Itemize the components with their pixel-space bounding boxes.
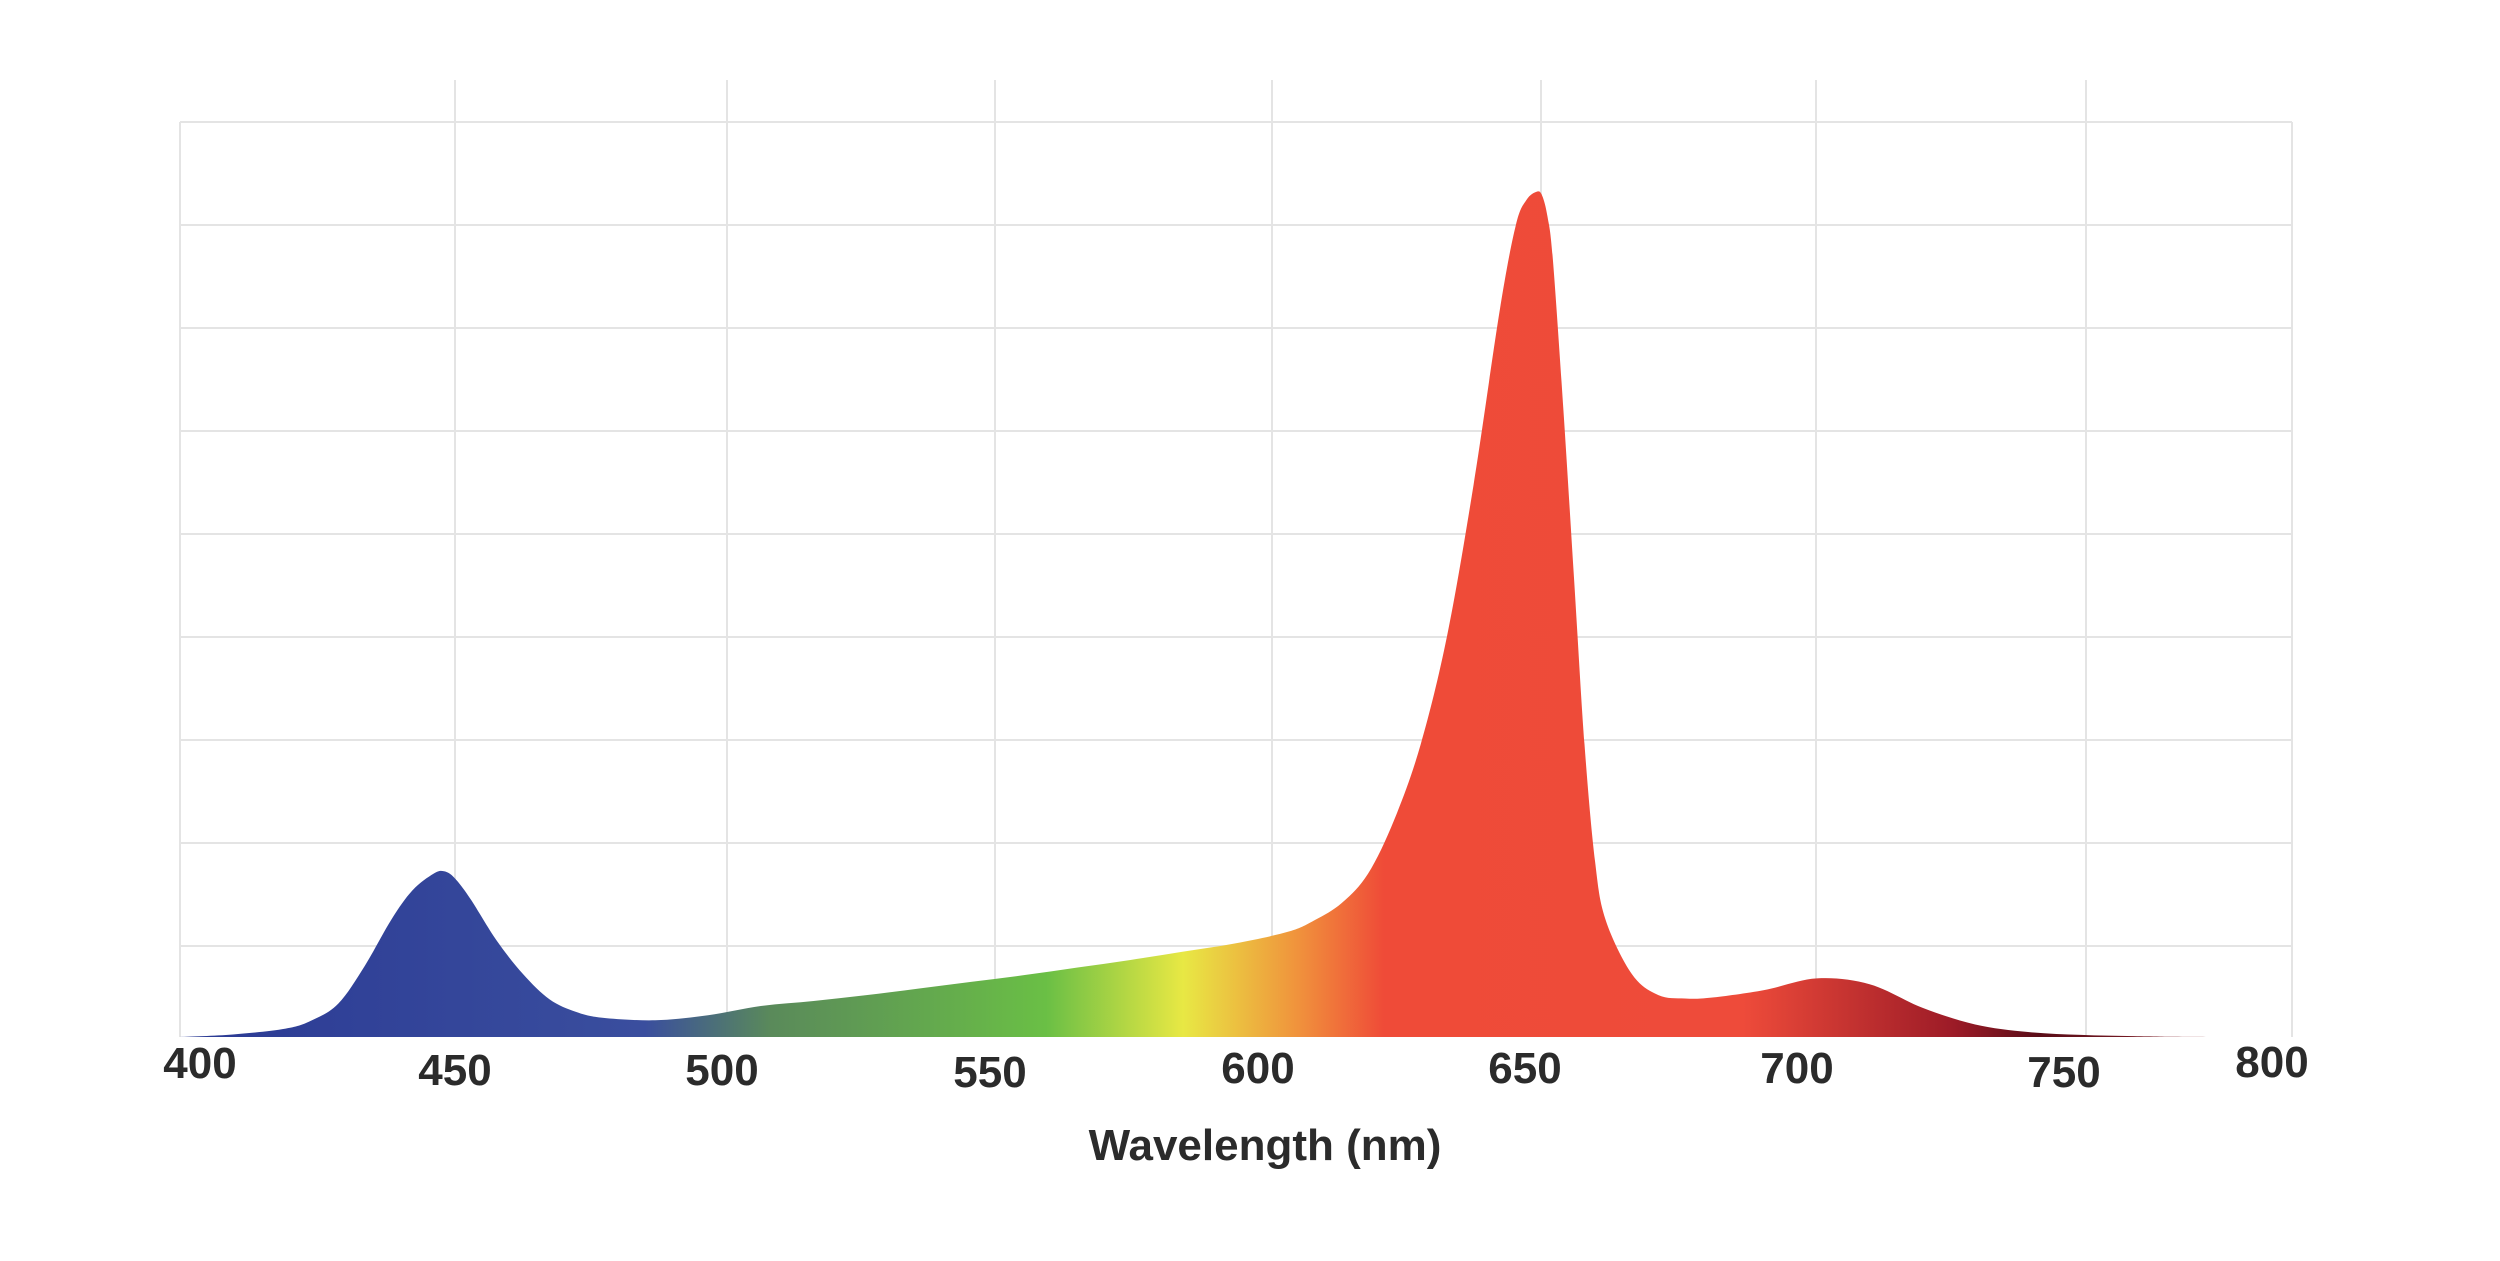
x-tick-label: 400 xyxy=(163,1039,236,1088)
x-tick-label: 700 xyxy=(1760,1044,1833,1093)
x-tick-label: 600 xyxy=(1221,1044,1294,1093)
spectrum-area xyxy=(180,191,2292,1038)
grid xyxy=(179,80,2293,1037)
x-tick-label: 550 xyxy=(953,1048,1026,1097)
x-axis-ticks: 400 450 500 550 600 650 700 750 800 xyxy=(163,1038,2308,1097)
x-axis-label: Wavelength (nm) xyxy=(1089,1121,1442,1170)
x-tick-label: 450 xyxy=(418,1046,491,1095)
x-tick-label: 500 xyxy=(685,1046,758,1095)
x-tick-label: 800 xyxy=(2235,1038,2308,1087)
x-tick-label: 750 xyxy=(2027,1048,2100,1097)
x-tick-label: 650 xyxy=(1488,1044,1561,1093)
